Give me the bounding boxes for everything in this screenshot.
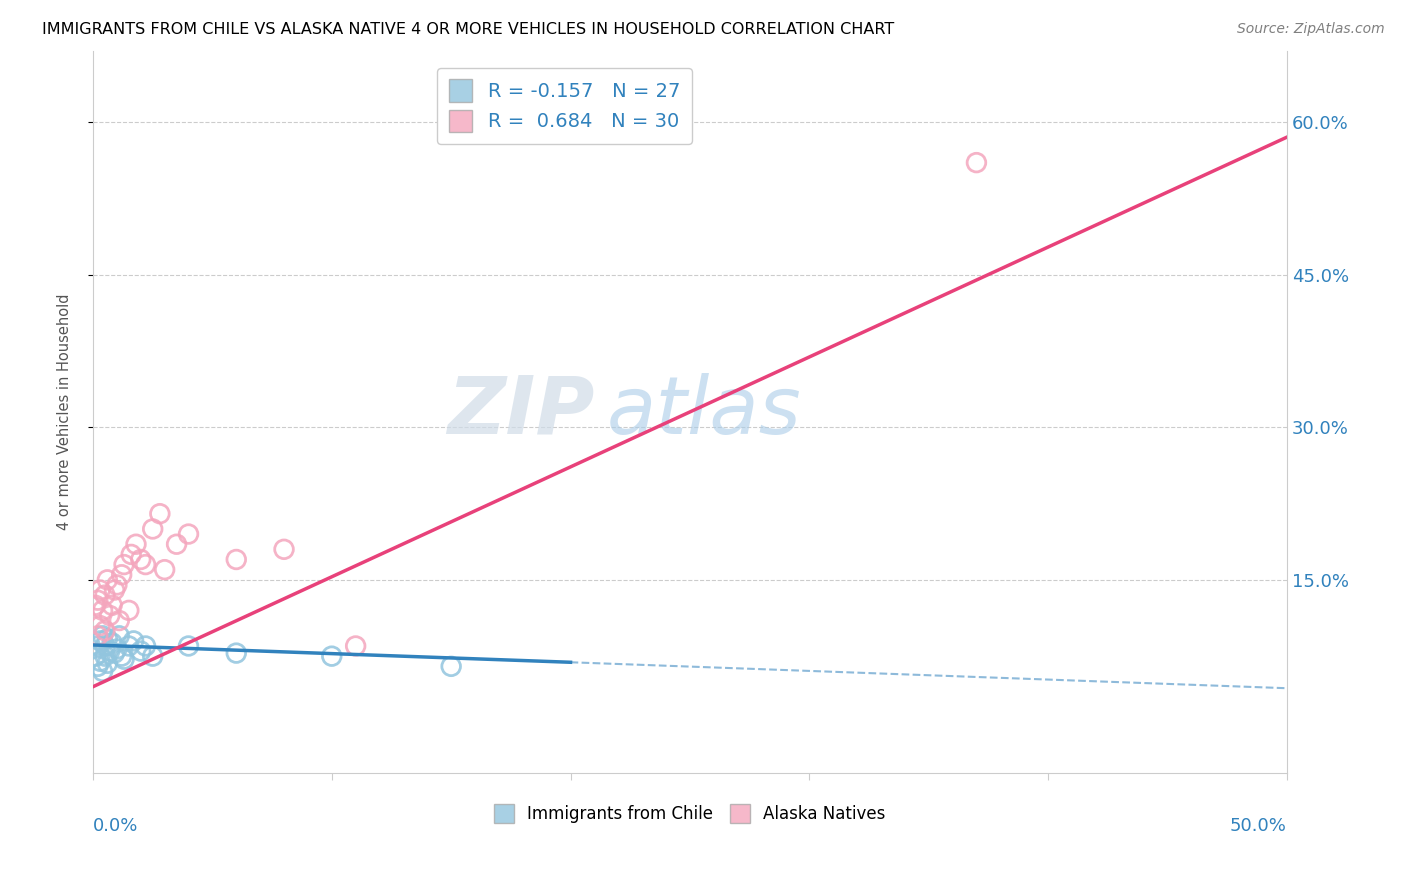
Point	[89, 582, 111, 597]
Point	[96, 632, 118, 646]
Point	[112, 652, 135, 666]
Point	[87, 639, 110, 653]
Point	[111, 567, 134, 582]
Point	[105, 642, 128, 657]
Point	[111, 649, 134, 664]
Point	[103, 646, 125, 660]
Point	[129, 644, 152, 658]
Point	[112, 558, 135, 572]
Point	[153, 563, 176, 577]
Point	[91, 629, 114, 643]
Point	[91, 665, 114, 679]
Text: ZIP: ZIP	[447, 373, 595, 451]
Point	[142, 522, 165, 536]
Point	[94, 624, 117, 638]
Point	[344, 639, 367, 653]
Point	[89, 618, 111, 632]
Text: atlas: atlas	[606, 373, 801, 451]
Point	[84, 599, 107, 613]
Point	[142, 649, 165, 664]
Text: IMMIGRANTS FROM CHILE VS ALASKA NATIVE 4 OR MORE VEHICLES IN HOUSEHOLD CORRELATI: IMMIGRANTS FROM CHILE VS ALASKA NATIVE 4…	[42, 22, 894, 37]
Text: 50.0%: 50.0%	[1230, 816, 1286, 835]
Point	[94, 588, 117, 602]
Point	[94, 649, 117, 664]
Point	[94, 639, 117, 653]
Legend: Immigrants from Chile, Alaska Natives: Immigrants from Chile, Alaska Natives	[488, 797, 893, 830]
Point	[105, 578, 128, 592]
Point	[118, 603, 141, 617]
Point	[166, 537, 188, 551]
Point	[87, 629, 110, 643]
Point	[87, 593, 110, 607]
Point	[177, 639, 200, 653]
Point	[91, 603, 114, 617]
Text: Source: ZipAtlas.com: Source: ZipAtlas.com	[1237, 22, 1385, 37]
Point	[108, 629, 131, 643]
Point	[98, 608, 121, 623]
Point	[135, 639, 157, 653]
Point	[96, 573, 118, 587]
Point	[225, 552, 247, 566]
Point	[84, 649, 107, 664]
Point	[225, 646, 247, 660]
Point	[135, 558, 157, 572]
Point	[98, 644, 121, 658]
Y-axis label: 4 or more Vehicles in Household: 4 or more Vehicles in Household	[58, 293, 72, 530]
Point	[101, 599, 124, 613]
Point	[965, 155, 987, 169]
Point	[129, 552, 152, 566]
Point	[87, 659, 110, 673]
Point	[96, 657, 118, 671]
Point	[125, 537, 148, 551]
Point	[101, 636, 124, 650]
Point	[89, 654, 111, 668]
Point	[440, 659, 463, 673]
Point	[120, 548, 142, 562]
Point	[108, 614, 131, 628]
Point	[149, 507, 172, 521]
Point	[321, 649, 343, 664]
Point	[118, 639, 141, 653]
Point	[177, 527, 200, 541]
Point	[89, 633, 111, 648]
Text: 0.0%: 0.0%	[93, 816, 138, 835]
Point	[273, 542, 295, 557]
Point	[122, 633, 145, 648]
Point	[103, 582, 125, 597]
